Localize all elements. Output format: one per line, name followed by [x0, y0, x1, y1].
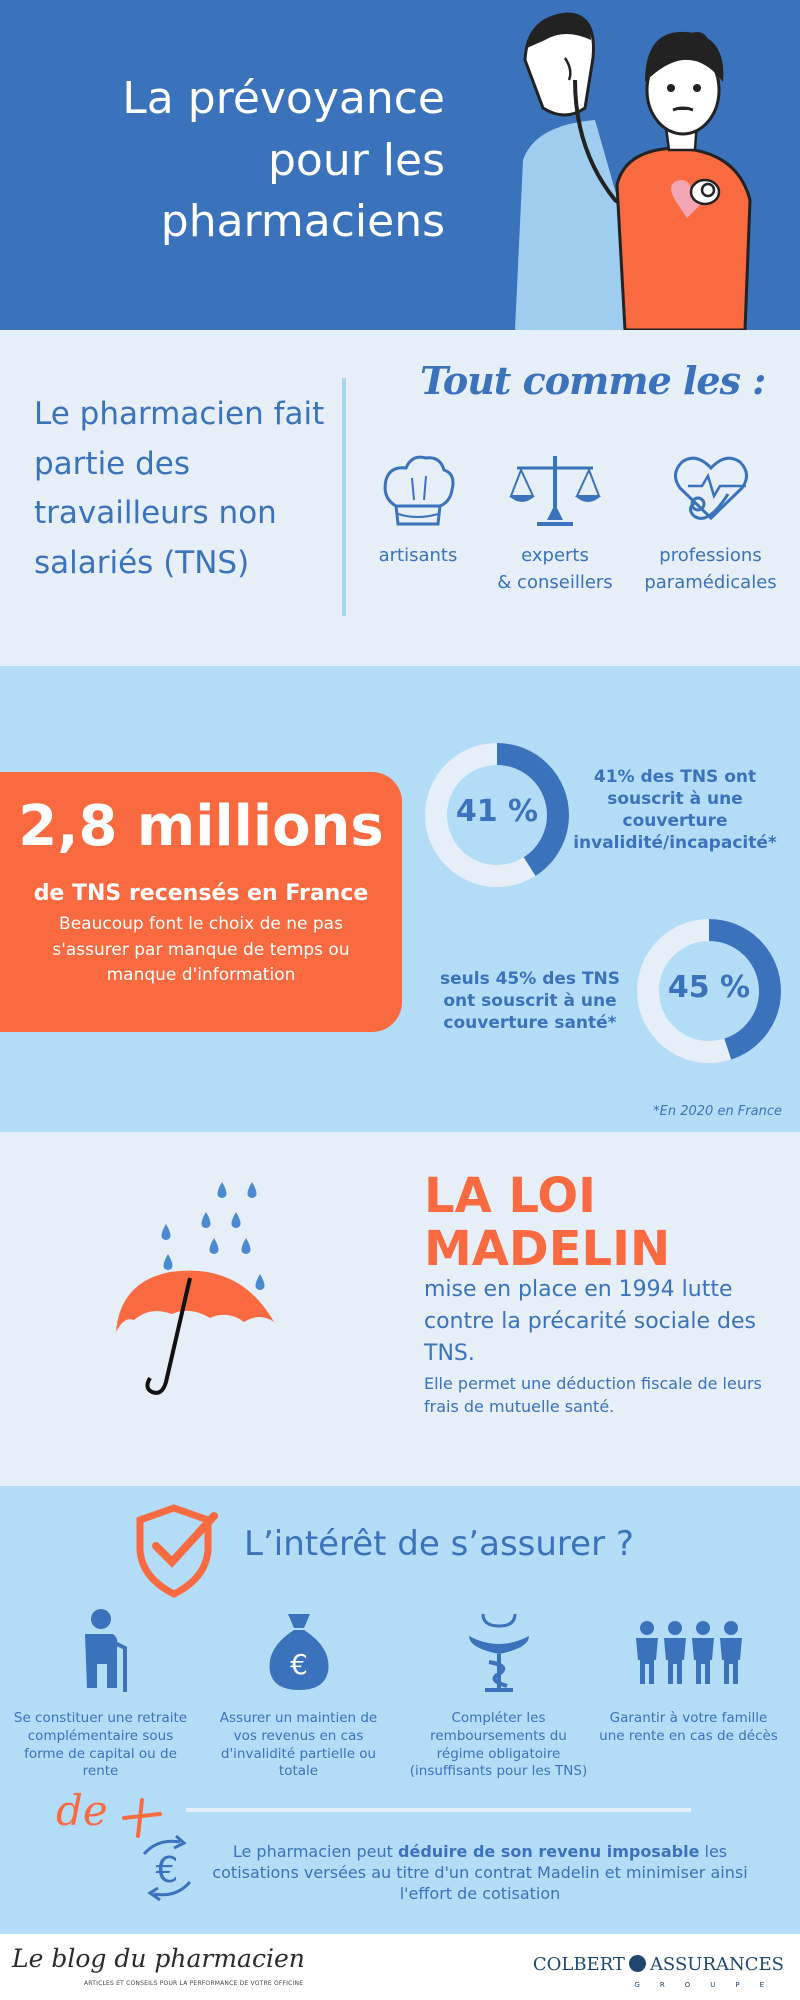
svg-text:€: €	[290, 1648, 308, 1681]
brand-subtitle: GROUPE	[634, 1981, 784, 1989]
loi-title-line: LA LOI	[424, 1168, 596, 1224]
profession-label: artisants	[378, 545, 458, 566]
profession-label-line: experts	[521, 545, 589, 566]
brand-logo: COLBERT ASSURANCES	[533, 1954, 784, 1975]
profession-label-line: professions	[659, 545, 762, 566]
stat-sante-text: seuls 45% des TNS ont souscrit à une cou…	[439, 969, 621, 1034]
profession-artisans: artisants	[358, 448, 478, 569]
tns-count-box: 2,8 millions de TNS recensés en France B…	[0, 772, 402, 1032]
loi-madelin-section: LA LOI MADELIN mise en place en 1994 lut…	[0, 1132, 800, 1486]
donut-invalidite: 41 %	[424, 742, 570, 888]
donut-chart	[425, 743, 569, 887]
tns-section: Le pharmacien fait partie des travailleu…	[0, 330, 800, 666]
deduction-text: Le pharmacien peut	[232, 1842, 399, 1861]
blog-tagline: ARTICLES ET CONSEILS POUR LA PERFORMANCE…	[84, 1980, 304, 1987]
loi-title-line: MADELIN	[424, 1220, 671, 1277]
donut-arc	[637, 919, 781, 1063]
plus-label: de	[56, 1786, 108, 1835]
benefit-remboursements: Compléter les remboursements du régime o…	[406, 1608, 591, 1781]
benefit-text: Se constituer une retraite complémentair…	[13, 1710, 188, 1780]
profession-label-line: & conseillers	[497, 572, 613, 593]
interet-heading: L’intérêt de s’assurer ?	[244, 1524, 634, 1564]
page-title: La prévoyance pour les pharmaciens	[25, 68, 445, 253]
profession-label: professions paramédicales	[628, 542, 793, 596]
interet-section: L’intérêt de s’assurer ? Se constituer u…	[0, 1486, 800, 1934]
loi-description-small: Elle permet une déduction fiscale de leu…	[424, 1374, 762, 1417]
elderly-person-icon	[84, 1609, 127, 1692]
benefit-text: Assurer un maintien de vos revenus en ca…	[219, 1710, 378, 1780]
profession-label-line: paramédicales	[644, 572, 777, 593]
donut-sante: 45 %	[636, 918, 782, 1064]
money-bag-icon: €	[269, 1614, 328, 1690]
deduction-statement: Le pharmacien peut déduire de son revenu…	[210, 1842, 750, 1904]
profession-experts: experts & conseillers	[490, 448, 620, 596]
tns-count-description: Beaucoup font le choix de ne pas s'assur…	[52, 914, 350, 985]
tns-statement: Le pharmacien fait partie des travailleu…	[34, 396, 325, 581]
benefit-text: Garantir à votre famille une rente en ca…	[599, 1710, 778, 1744]
donut-chart	[637, 919, 781, 1063]
pharmacy-caduceus-icon	[468, 1613, 529, 1692]
stat-invalidite-text: 41% des TNS ont souscrit à une couvertur…	[573, 767, 777, 854]
doctor-patient-illustration	[515, 12, 752, 330]
deduction-text: les cotisations versées au titre d'un co…	[212, 1842, 748, 1903]
profession-paramedical: professions paramédicales	[628, 448, 793, 596]
brand-right: ASSURANCES	[649, 1954, 784, 1975]
footer: Le blog du pharmacien ARTICLES ET CONSEI…	[0, 1934, 800, 2000]
donut-percent: 41 %	[455, 794, 539, 829]
umbrella-rain-icon	[116, 1182, 274, 1395]
shield-check-icon	[136, 1504, 218, 1598]
benefit-retraite: Se constituer une retraite complémentair…	[8, 1608, 193, 1781]
euro-cycle-icon: €	[142, 1834, 192, 1902]
family-icon	[635, 1621, 742, 1684]
stats-section: 2,8 millions de TNS recensés en France B…	[0, 666, 800, 1132]
brand-dot-icon	[628, 1955, 646, 1972]
footnote: *En 2020 en France	[653, 1104, 782, 1119]
stethoscope-heart-icon	[673, 456, 748, 521]
blog-logo: Le blog du pharmacien	[12, 1944, 305, 1973]
divider	[342, 378, 346, 616]
tns-count-caption: de TNS recensés en France	[33, 881, 369, 906]
chef-hat-icon	[383, 455, 455, 526]
plus-icon	[122, 1798, 162, 1838]
divider	[186, 1808, 691, 1812]
title-line-2: pour les	[267, 134, 445, 186]
benefit-famille: Garantir à votre famille une rente en ca…	[596, 1608, 781, 1746]
loi-description: mise en place en 1994 lutte contre la pr…	[424, 1277, 756, 1366]
tns-count: 2,8 millions	[18, 794, 384, 859]
benefit-revenus: € Assurer un maintien de vos revenus en …	[206, 1608, 391, 1781]
donut-arc	[425, 743, 569, 887]
svg-text:€: €	[156, 1850, 179, 1891]
scales-icon	[509, 456, 601, 526]
loi-title: LA LOI MADELIN	[424, 1170, 670, 1276]
benefit-text: Compléter les remboursements du régime o…	[409, 1710, 588, 1780]
deduction-highlight: déduire de son revenu imposable	[398, 1842, 700, 1861]
profession-label: experts & conseillers	[490, 542, 620, 596]
like-heading: Tout comme les :	[420, 358, 766, 403]
title-line-3: pharmaciens	[160, 196, 445, 248]
header-banner: La prévoyance pour les pharmaciens	[0, 0, 800, 330]
donut-percent: 45 %	[667, 970, 751, 1005]
title-line-1: La prévoyance	[122, 73, 445, 124]
brand-left: COLBERT	[532, 1954, 625, 1975]
